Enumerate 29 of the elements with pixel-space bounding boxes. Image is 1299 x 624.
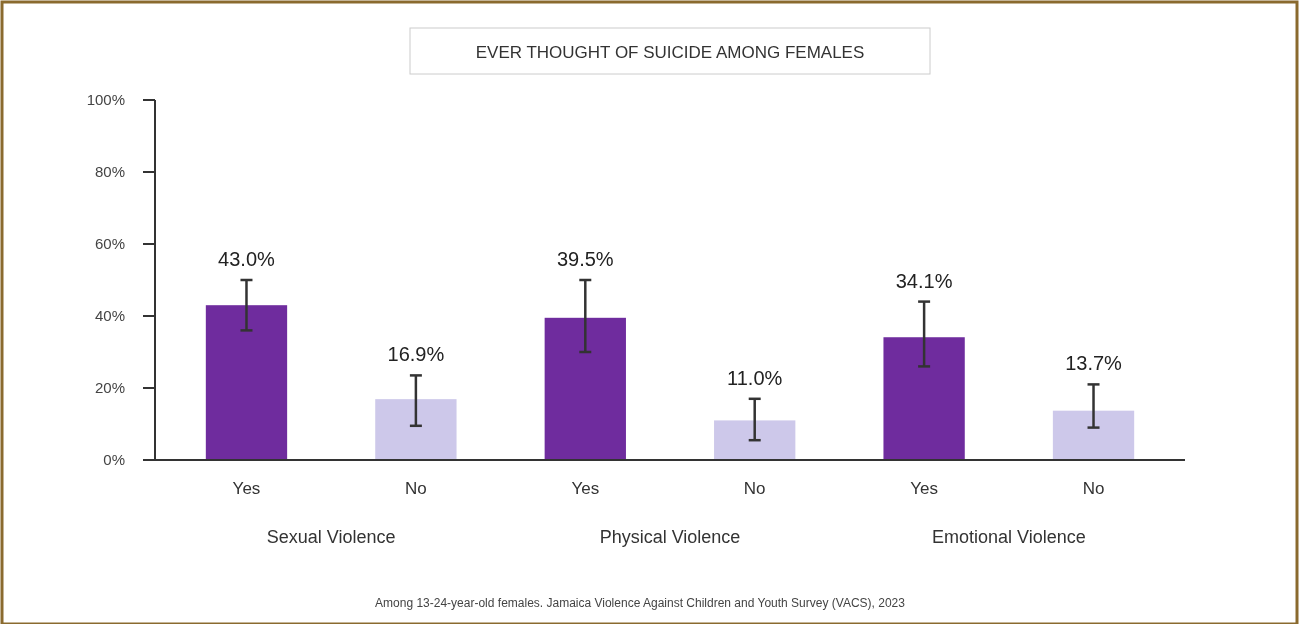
text: Sexual Violence (266, 527, 396, 547)
x-tick-label: No (1082, 479, 1105, 498)
data-label: 11.0% (727, 366, 783, 389)
x-tick-label: No (405, 479, 427, 498)
y-tick-label: 80% (94, 163, 125, 181)
bar (1052, 410, 1135, 460)
y-tick-label: 60% (94, 235, 125, 253)
y-tick-label: 40% (94, 307, 125, 325)
x-tick-label: Yes (571, 479, 600, 498)
y-tick-label: 0% (103, 451, 125, 469)
x-tick-label: Yes (232, 479, 261, 498)
y-tick-label: 100% (86, 91, 125, 109)
y-tick-label: 20% (94, 379, 125, 397)
bar (205, 305, 288, 460)
data-label: 34.1% (895, 269, 953, 292)
data-label: 43.0% (218, 248, 276, 270)
x-tick-label: No (743, 479, 766, 498)
text: Among 13-24-year-old females. Jamaica Violence Against Children and Youth Survey (VACS), 2023 (375, 596, 906, 610)
data-label: 16.9% (387, 343, 445, 366)
text: Physical Violence (599, 527, 741, 547)
bar (544, 317, 626, 460)
bar (883, 337, 965, 460)
text: Emotional Violence (931, 527, 1086, 547)
data-label: 13.7% (1065, 352, 1123, 375)
x-tick-label: Yes (910, 479, 938, 498)
data-label: 39.5% (556, 248, 614, 270)
bar (375, 399, 457, 460)
bar (714, 420, 796, 460)
chart-title: EVER THOUGHT OF SUICIDE AMONG FEMALES (475, 43, 865, 62)
